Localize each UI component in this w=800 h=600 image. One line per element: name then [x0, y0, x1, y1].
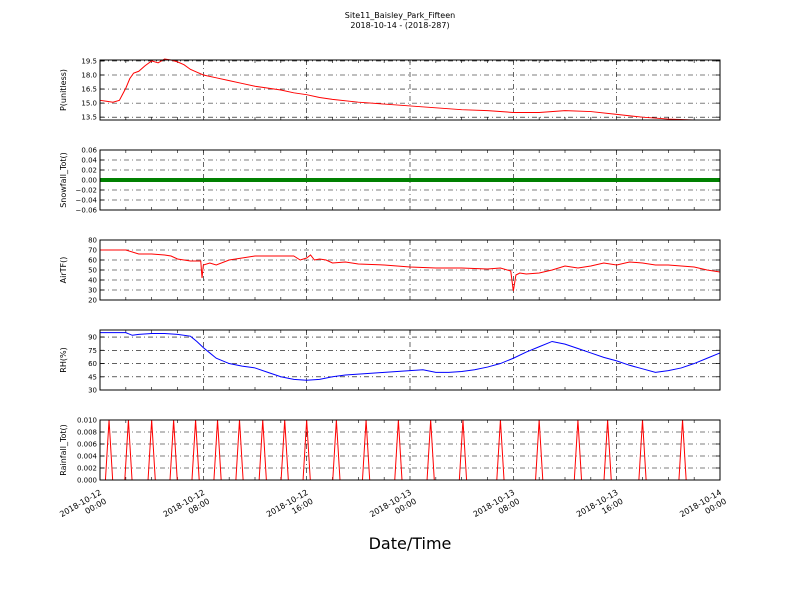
x-tick-label: 2018-10-1400:00: [678, 488, 728, 528]
y-tick-label: 60: [88, 257, 97, 265]
y-tick-label: 30: [88, 287, 97, 295]
x-tick-label: 2018-10-1200:00: [58, 488, 108, 528]
plot-frame: [99, 149, 721, 211]
y-tick-label: 15.0: [81, 100, 97, 108]
y-axis-label: Rainfall_Tot(): [59, 424, 68, 476]
plot-frame: [99, 329, 721, 391]
y-axis-label: AirTF(): [59, 257, 68, 284]
subplot-2: 0.06 0.04 0.02 0.00 −0.02 −0.04 −0.06 Snowfall_…: [59, 147, 721, 215]
y-tick-label: 0.008: [77, 429, 97, 437]
subplot-3: 80 70 60 50 40 30 20 AirTF(): [59, 237, 721, 305]
plot-frame: [99, 239, 721, 301]
y-tick-label: 40: [88, 277, 97, 285]
chart-title: Site11_Baisley_Park_Fifteen: [344, 11, 456, 20]
y-axis-label: Snowfall_Tot(): [59, 152, 68, 208]
y-tick-label: 45: [88, 373, 97, 381]
title-block: Site11_Baisley_Park_Fifteen 2018-10-14 -…: [0, 11, 800, 31]
y-tick-label: 90: [88, 334, 97, 342]
plot-frame: [99, 419, 721, 481]
subplot-4: 90 75 60 45 30 RH(%): [59, 329, 721, 395]
y-axis-label: RH(%): [59, 347, 68, 372]
series-line: [99, 58, 720, 121]
y-tick-label: 19.5: [81, 57, 97, 65]
x-tick-label: 2018-10-1208:00: [162, 488, 212, 528]
y-tick-label: 0.06: [81, 147, 97, 155]
y-tick-label: −0.06: [76, 207, 98, 215]
y-tick-label: 50: [88, 267, 97, 275]
y-tick-label: 16.5: [81, 86, 97, 94]
series-line: [100, 332, 721, 381]
x-axis-label: Date/Time: [368, 534, 452, 553]
subplot-1: 19.5 18.0 16.5 15.0 13.5 P(unitless): [59, 57, 721, 122]
y-tick-label: 0.004: [77, 453, 98, 461]
x-tick-label: 2018-10-1308:00: [472, 488, 522, 528]
y-tick-label: 13.5: [81, 114, 97, 122]
x-tick-label: 2018-10-1300:00: [368, 488, 418, 528]
y-tick-label: 75: [88, 347, 97, 355]
y-tick-label: 0.00: [81, 177, 97, 185]
y-tick-label: 80: [88, 237, 97, 245]
y-tick-label: 0.006: [77, 441, 98, 449]
y-tick-label: 0.000: [77, 477, 97, 485]
y-tick-label: 0.010: [77, 417, 97, 425]
y-tick-label: 0.002: [77, 465, 97, 473]
y-tick-label: 0.04: [81, 157, 97, 165]
y-tick-label: 0.02: [81, 167, 97, 175]
y-tick-label: −0.02: [76, 187, 97, 195]
y-tick-label: 30: [88, 387, 97, 395]
chart-subtitle: 2018-10-14 - (2018-287): [350, 21, 450, 30]
y-tick-label: 70: [88, 247, 97, 255]
y-tick-label: 60: [88, 360, 97, 368]
x-tick-label: 2018-10-1316:00: [575, 488, 625, 528]
subplot-5: 0.010 0.008 0.006 0.004 0.002 0.000 Rainfall_T…: [59, 417, 721, 485]
x-tick-label: 2018-10-1216:00: [265, 488, 315, 528]
y-axis-label: P(unitless): [59, 69, 68, 111]
plot-frame: [99, 59, 721, 121]
y-tick-label: −0.04: [76, 197, 98, 205]
y-tick-label: 18.0: [81, 72, 97, 80]
y-tick-label: 20: [88, 297, 97, 305]
series-line: [100, 249, 721, 292]
